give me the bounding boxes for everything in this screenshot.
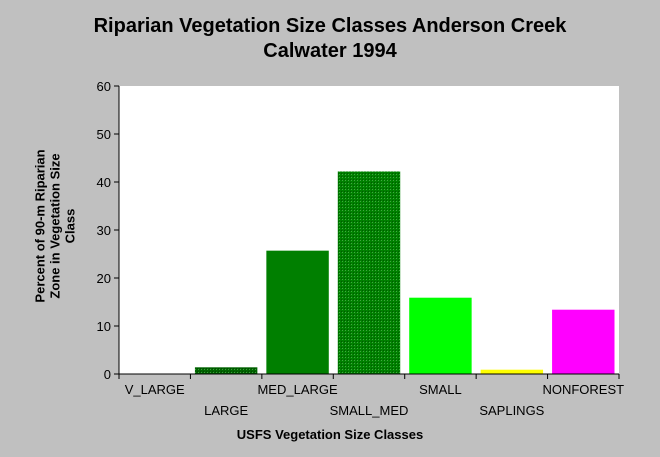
- x-tick-label: SMALL_MED: [330, 403, 409, 418]
- y-tick-label: 20: [97, 271, 111, 286]
- bar-saplings: [479, 368, 545, 375]
- bar-med-large: [265, 249, 330, 375]
- x-tick-label: SMALL: [419, 382, 462, 397]
- chart-title: Riparian Vegetation Size Classes Anderso…: [0, 14, 660, 64]
- bar-nonforest: [551, 308, 616, 375]
- y-tick-label: 40: [97, 175, 111, 190]
- y-tick-label: 10: [97, 319, 111, 334]
- chart-title-line-1: Riparian Vegetation Size Classes Anderso…: [93, 15, 567, 37]
- bar-small-med: [336, 170, 402, 375]
- y-tick-label: 30: [97, 223, 111, 238]
- y-tick-label: 0: [104, 367, 111, 382]
- bar-large: [193, 366, 259, 375]
- x-axis-label: USFS Vegetation Size Classes: [236, 427, 424, 442]
- x-tick-label: MED_LARGE: [257, 382, 338, 397]
- x-tick-label: LARGE: [204, 403, 248, 418]
- chart-title-line-2: Calwater 1994: [263, 40, 397, 62]
- y-tick-label: 60: [97, 79, 111, 94]
- x-tick-label: SAPLINGS: [479, 403, 544, 418]
- x-tick-label: V_LARGE: [125, 382, 185, 397]
- bar-small: [408, 296, 473, 375]
- x-tick-label: NONFOREST: [542, 382, 624, 397]
- y-tick-label: 50: [97, 127, 111, 142]
